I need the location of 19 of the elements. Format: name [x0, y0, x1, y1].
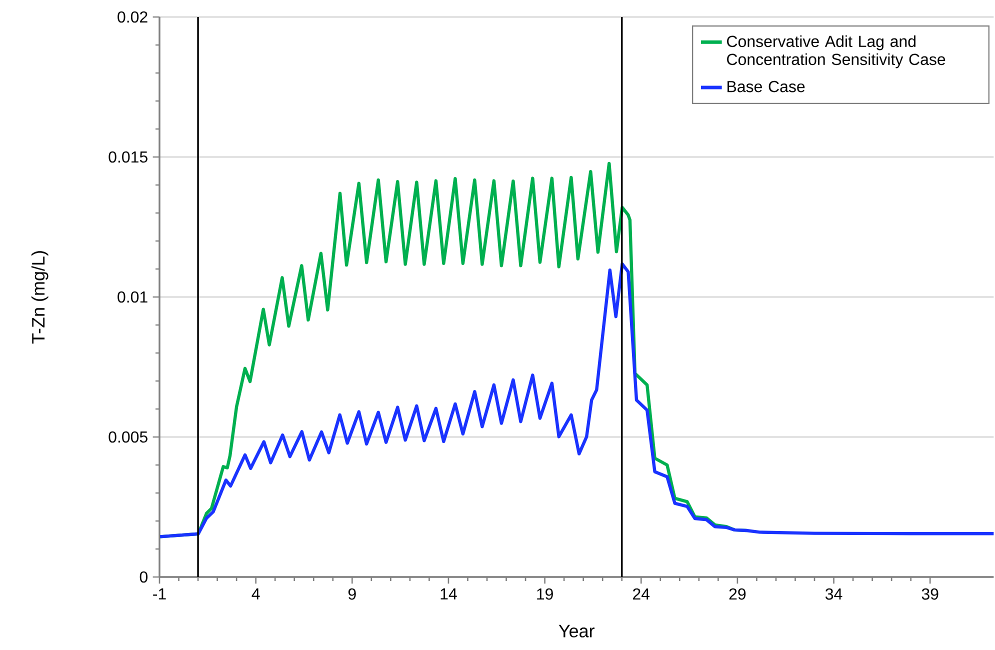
- x-tick-label: 24: [633, 588, 650, 600]
- line-series: [158, 262, 995, 538]
- y-tick-label: 0: [140, 571, 148, 583]
- y-tick-label: 0.015: [108, 151, 148, 163]
- y-axis-title: T-Zn (mg/L): [31, 251, 48, 344]
- x-tick-label: 29: [729, 588, 746, 600]
- x-axis-title: Year: [558, 624, 594, 638]
- x-tick-label: 19: [537, 588, 553, 600]
- y-tick-label: 0.02: [118, 11, 148, 23]
- x-tick-label: -1: [153, 588, 166, 600]
- x-tick-label: 9: [348, 588, 356, 600]
- x-tick-label: 39: [922, 588, 938, 600]
- x-tick-label: 4: [252, 588, 260, 600]
- y-tick-label: 0.01: [118, 291, 148, 303]
- legend-label: Conservative Adit Lag and Concentration Sensitivity Case: [727, 35, 946, 68]
- legend-label: Base Case: [728, 80, 805, 92]
- x-tick-label: 34: [825, 588, 842, 600]
- y-tick-label: 0.005: [108, 431, 148, 443]
- x-tick-label: 14: [440, 588, 457, 600]
